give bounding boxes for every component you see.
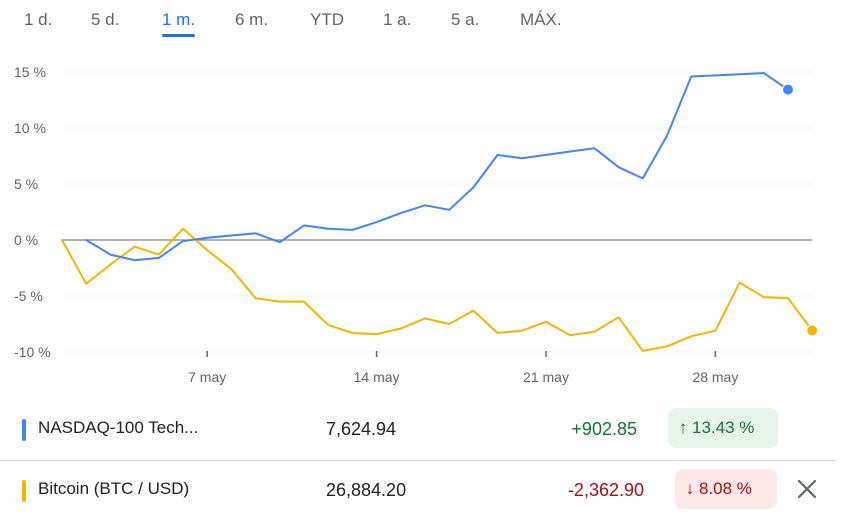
series-name: NASDAQ-100 Tech... [38,418,199,437]
y-tick-label: 15 % [14,64,46,80]
row-divider [0,460,836,461]
series-name: Bitcoin (BTC / USD) [38,479,190,498]
x-tick-label: 7 may [188,369,226,385]
percent-change-badge: ↓ 8.08 % [675,469,777,509]
tab-1-day[interactable]: 1 d. [24,10,53,29]
series-end-marker-bitcoin [806,324,819,337]
y-tick-label: 0 % [14,232,38,248]
series-line-bitcoin [61,227,814,352]
y-tick-label: 10 % [14,120,46,136]
arrow-down-icon: ↓ [685,479,695,498]
range-tabs: 1 d. 5 d. 1 m. 6 m. YTD 1 a. 5 a. MÁX. [0,0,850,44]
series-color-swatch [22,419,26,441]
series-change: -2,362.90 [567,480,644,500]
series-price: 7,624.94 [326,419,397,439]
percent-change-value: 13.43 % [692,418,755,437]
series-price: 26,884.20 [326,480,407,500]
series-line-nasdaq [85,72,789,262]
arrow-up-icon: ↑ [678,418,688,437]
tab-1-month-label: 1 m. [162,10,196,29]
series-color-swatch [22,480,26,502]
percent-change-value: 8.08 % [699,479,752,498]
tab-6-months[interactable]: 6 m. [235,10,269,29]
tab-ytd[interactable]: YTD [310,10,344,29]
active-tab-underline [162,34,196,37]
x-tick-label: 14 may [354,369,400,385]
x-tick-label: 21 may [523,369,569,385]
tab-5-days[interactable]: 5 d. [91,10,120,29]
y-tick-label: -5 % [14,288,43,304]
legend-row-bitcoin[interactable]: Bitcoin (BTC / USD) 26,884.20 -2,362.90 … [0,462,850,518]
tab-5-years[interactable]: 5 a. [451,10,480,29]
tab-max[interactable]: MÁX. [520,10,562,29]
y-tick-label: -10 % [14,344,51,360]
series-change: +902.85 [571,419,637,439]
legend-row-nasdaq[interactable]: NASDAQ-100 Tech... 7,624.94 +902.85 ↑ 13.… [0,401,850,457]
series-end-marker-nasdaq [782,83,794,96]
y-tick-label: 5 % [14,176,38,192]
close-icon[interactable] [794,476,820,502]
x-tick-label: 28 may [692,369,738,385]
percent-change-badge: ↑ 13.43 % [668,408,778,448]
tab-1-year[interactable]: 1 a. [383,10,412,29]
comparison-chart[interactable]: 15 % 10 % 5 % 0 % -5 % -10 % 7 may 14 may 21 may… [0,44,850,394]
tab-1-month[interactable]: 1 m. [162,10,196,37]
